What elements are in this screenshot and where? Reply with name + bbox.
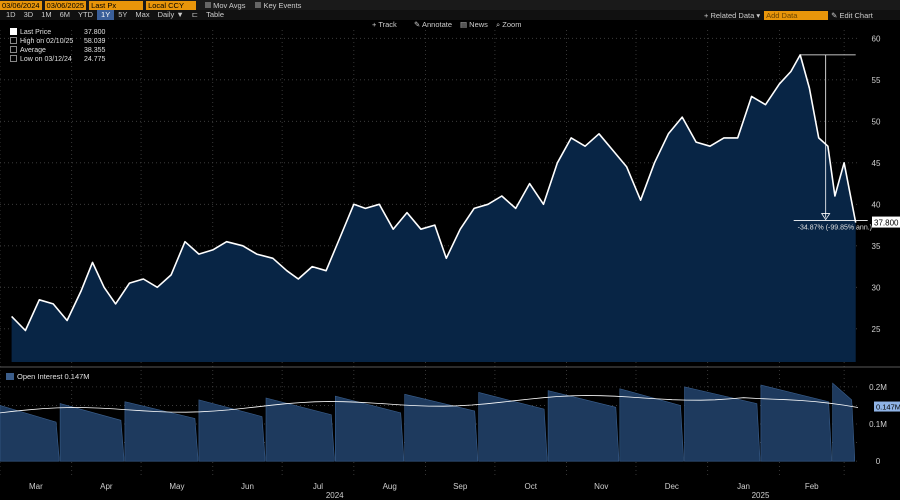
key-events-button[interactable]: Key Events [263,0,302,10]
average-marker-icon [10,46,17,53]
edit-chart-label: Edit Chart [839,10,873,20]
x-month-label: Feb [805,482,819,491]
annotate-button[interactable]: ✎ Annotate [414,20,452,29]
field-select[interactable]: Last Px [89,0,144,10]
end-date-field[interactable]: 03/06/2025 [44,0,87,10]
change-annotation: -34.87% (-99.85% ann.) [798,225,872,232]
open-interest-legend: Open Interest 0.147M [6,372,90,381]
x-month-label: Jul [313,482,323,491]
toolbar-second [0,10,900,20]
y-tick-label: 50 [872,117,881,126]
edit-chart-button[interactable]: ✎ Edit Chart [831,10,873,20]
open-interest-badge [874,401,900,412]
period-label: Daily [157,10,175,19]
change-arrow-head [820,213,831,221]
toolbar-row-2: 1D 3D 1M 6M YTD 1Y 5Y Max Daily ▼ ⊏ Tabl… [2,10,228,20]
x-year-label: 2024 [326,491,344,500]
open-interest-badge-label: 0.147M [876,403,900,412]
toolbar-row-1: 03/06/2024 03/06/2025 Last Px Local CCY … [0,0,305,10]
y-tick-label: 35 [872,242,881,251]
high-marker-icon [10,37,17,44]
related-data-button[interactable]: + Related Data ▾ [704,10,761,20]
price-area [11,54,856,363]
legend-average-value: 38.355 [84,47,106,54]
range-3d[interactable]: 3D [23,10,34,19]
range-ytd[interactable]: YTD [78,10,94,19]
track-button[interactable]: + Track [372,20,397,29]
price-line [11,54,857,332]
range-max[interactable]: Max [135,10,150,19]
y-tick-label: 25 [872,325,881,334]
x-month-label: Apr [100,482,113,491]
range-1y[interactable]: 1Y [97,10,115,20]
track-label: Track [378,20,397,29]
y-tick-label: 40 [872,200,881,209]
y-tick-label: 30 [872,283,881,292]
table-button[interactable]: Table [206,10,224,19]
open-interest-label: Open Interest 0.147M [17,372,90,381]
y-tick-label: 45 [872,159,881,168]
x-month-label: May [169,482,184,491]
legend-high-value: 58.039 [84,38,106,45]
line-chart-icon[interactable]: ⊏ [191,10,199,19]
period-select[interactable]: Daily ▼ [157,10,184,19]
range-1m[interactable]: 1M [41,10,52,19]
open-interest-swatch [6,373,14,380]
y-tick-label: 55 [872,76,881,85]
x-month-label: Jan [737,482,750,491]
x-month-label: Aug [383,482,397,491]
toolbar-top [0,0,900,10]
legend-low-value: 24.775 [84,56,106,63]
oi-tick-label: 0 [876,457,881,466]
last-price-swatch [10,28,17,35]
x-month-label: Sep [453,482,468,491]
mov-avgs-button[interactable]: Mov Avgs [213,0,246,10]
legend-last-price-value: 37.800 [84,29,106,36]
x-month-label: Nov [594,482,608,491]
range-1d[interactable]: 1D [6,10,16,19]
last-price-badge [872,216,900,228]
price-legend: Last Price 37.800 High on 02/10/25 58.039 … [10,28,105,64]
toolbar-right: + Related Data ▾ Add Data ✎ Edit Chart [704,10,877,20]
add-data-input[interactable]: Add Data [764,10,829,20]
news-button[interactable]: ▤ News [460,20,488,29]
news-label: News [469,20,488,29]
x-month-label: Jun [241,482,254,491]
related-data-label: Related Data [710,10,755,20]
open-interest-area [0,382,855,462]
legend-low-label: Low on 03/12/24 [20,56,72,63]
y-tick-label: 60 [872,34,881,43]
zoom-button[interactable]: ⌕ Zoom [496,20,522,29]
legend-average-label: Average [20,47,46,54]
range-6m[interactable]: 6M [59,10,71,19]
oi-tick-label: 0.2M [869,383,887,392]
range-5y[interactable]: 5Y [118,10,128,19]
x-month-label: Oct [525,482,538,491]
last-price-badge-label: 37.800 [874,219,899,228]
currency-select[interactable]: Local CCY [146,0,197,10]
annotate-label: Annotate [421,20,452,29]
low-marker-icon [10,55,17,62]
zoom-label: Zoom [502,20,522,29]
legend-last-price-label: Last Price [20,29,52,36]
oi-tick-label: 0.1M [869,420,887,429]
open-interest-average-line [0,395,859,414]
start-date-field[interactable]: 03/06/2024 [0,0,42,10]
x-year-label: 2025 [752,491,770,500]
x-month-label: Mar [29,482,43,491]
x-month-label: Dec [665,482,679,491]
checkbox-icon[interactable] [205,2,212,8]
checkbox-icon[interactable] [255,2,262,8]
legend-high-label: High on 02/10/25 [20,38,74,45]
